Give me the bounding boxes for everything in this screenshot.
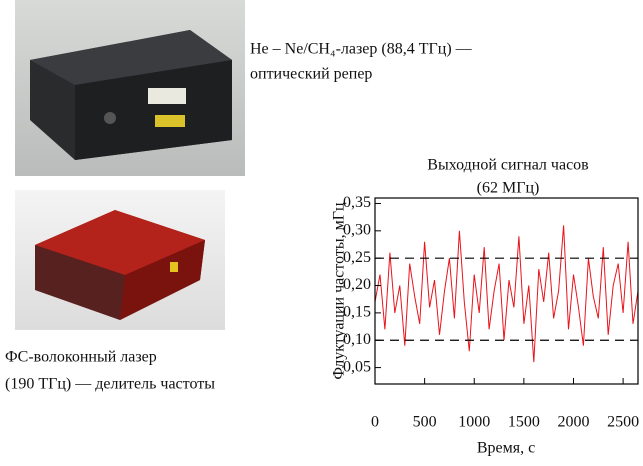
x-tick-label: 1000 [458, 414, 490, 431]
photo-he-ne-laser [15, 0, 245, 176]
caption-line: оптический репер [250, 66, 372, 83]
x-tick-label: 2000 [557, 414, 589, 431]
photo-fiber-laser [15, 190, 225, 330]
caption-line: (190 ТГц) — делитель частоты [5, 376, 215, 393]
data-line [374, 225, 639, 363]
x-axis-label: Время, с [477, 440, 535, 457]
y-tick-label: 0,30 [343, 221, 371, 238]
y-tick-label: 0,05 [343, 358, 371, 375]
caption-line: He – Ne/CH₄-лазер (88,4 ТГц) — [250, 41, 473, 58]
x-tick-label: 1500 [508, 414, 540, 431]
x-tick-label: 2500 [607, 414, 639, 431]
y-axis-label: Флуктуации частоты, мГц [331, 202, 348, 380]
y-tick-label: 0,25 [343, 249, 371, 266]
plot: 0,05 0,10 0,15 0,20 0,25 0,30 0,35 0 500 1000 1500… [343, 194, 639, 431]
x-tick-label: 0 [371, 414, 379, 431]
caption-line: ФС-волоконный лазер [5, 349, 157, 366]
y-tick-label: 0,15 [343, 304, 371, 321]
chart-subtitle: (62 МГц) [477, 180, 540, 197]
y-tick-label: 0,35 [343, 194, 371, 211]
y-tick-label: 0,10 [343, 331, 371, 348]
y-tick-label: 0,20 [343, 276, 371, 293]
plot-frame [374, 197, 639, 385]
chart-title: Выходной сигнал часов [427, 157, 589, 174]
x-tick-label: 500 [413, 414, 437, 431]
